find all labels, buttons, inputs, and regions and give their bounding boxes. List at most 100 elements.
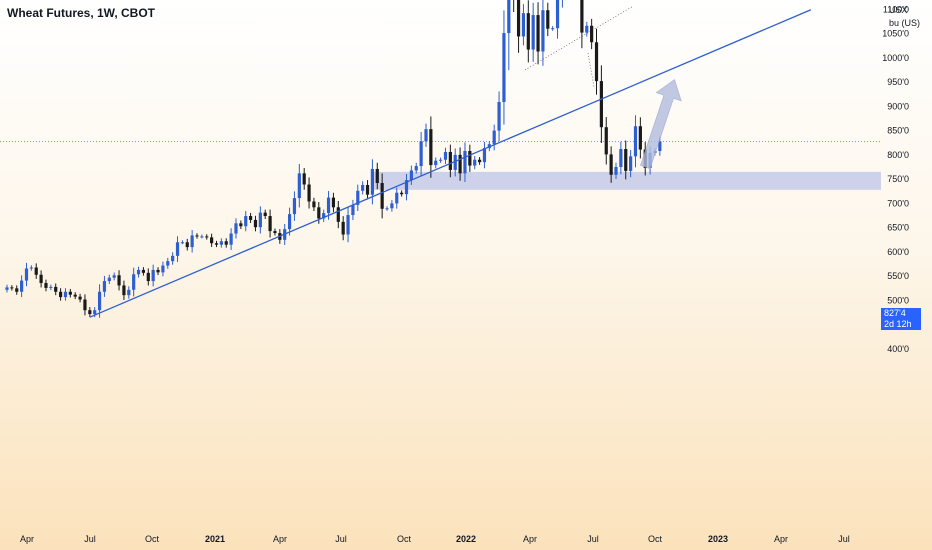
y-tick-label: 400'0 [887,344,909,354]
candle-body [390,203,394,209]
candle-body [171,255,175,262]
y-tick-label: 700'0 [887,198,909,208]
candle-body [68,291,72,295]
candle-body [166,261,170,266]
x-tick-label: Apr [20,534,34,544]
unit-label-line2: bu (US) [889,18,921,28]
candle-body [200,236,204,238]
candle-body [336,207,340,222]
candle-body [351,204,355,216]
x-tick-label: Jul [84,534,96,544]
x-tick-label: Jul [838,534,850,544]
candle-body [555,0,560,29]
candle-body [287,214,292,230]
y-tick-label: 650'0 [887,223,909,233]
candle-body [253,219,258,228]
candle-body [239,223,243,227]
candle-body [136,269,141,275]
candle-body [132,274,136,290]
candle-body [463,150,467,174]
candle-body [322,213,326,219]
candle-body [317,207,321,219]
candle-body [492,130,496,145]
y-tick-label: 1050'0 [882,29,909,39]
candle-body [536,15,540,52]
candle-body [49,286,53,288]
candle-body [331,197,336,208]
candle-body [546,10,550,29]
candle-body [590,25,594,43]
dotted-connector [587,52,595,87]
candle-body [551,28,555,30]
y-tick-label: 850'0 [887,126,909,136]
y-tick-label: 800'0 [887,150,909,160]
candle-body [497,101,501,131]
candle-body [516,0,521,37]
candle-body [112,275,116,278]
y-tick-label: 1000'0 [882,53,909,63]
candle-body [244,216,248,227]
candle-body [54,286,58,292]
y-tick-label: 500'0 [887,296,909,306]
candle-body [190,235,194,248]
candle-body [395,192,399,204]
candle-body [141,269,146,273]
candle-body [180,242,184,244]
candle-body [361,184,365,191]
candle-body [439,159,443,161]
candle-body [434,160,438,166]
candle-body [473,159,477,166]
candle-body [633,126,638,157]
y-tick-label: 900'0 [887,101,909,111]
candle-body [10,287,14,289]
candle-body [122,285,126,296]
candle-body [214,243,219,245]
candle-body [44,283,48,288]
candle-body [443,151,448,160]
candle-body [234,223,238,234]
candle-body [268,216,272,232]
candle-body [102,281,107,292]
candle-body [448,151,452,170]
candle-body [458,154,462,174]
candle-body [249,216,253,220]
candle-body [477,159,482,163]
support-zone [374,171,881,190]
candle-body [151,269,155,282]
candle-body [419,141,423,167]
candle-body [365,184,370,195]
candle-body [404,180,409,195]
candle-body [341,221,345,235]
candle-body [97,291,102,311]
candle-body [73,294,77,297]
candle-body [658,141,662,151]
candle-body [380,183,384,209]
candle-body [604,127,608,155]
candle-body [531,15,535,50]
candle-body [117,275,121,286]
candle-body [210,237,214,244]
candle-body [599,81,603,128]
y-tick-label: 1100'0 [883,4,909,14]
candle-body [356,190,360,205]
candle-body [224,241,228,245]
candle-body [205,236,209,238]
candle-body [20,280,24,292]
candle-body [39,274,43,284]
candle-body [312,201,316,208]
chart-title: Wheat Futures, 1W, CBOT [7,6,156,20]
x-tick-label: Jul [335,534,347,544]
candle-body [424,129,428,142]
y-tick-label: 750'0 [887,174,909,184]
candle-body [614,167,618,175]
candle-body [258,212,262,228]
candle-body [580,0,584,33]
candle-body [219,241,223,245]
x-tick-label: 2022 [456,534,476,544]
candle-body [292,198,297,215]
x-tick-label: 2023 [708,534,728,544]
x-tick-label: Apr [523,534,537,544]
candle-body [375,168,379,184]
